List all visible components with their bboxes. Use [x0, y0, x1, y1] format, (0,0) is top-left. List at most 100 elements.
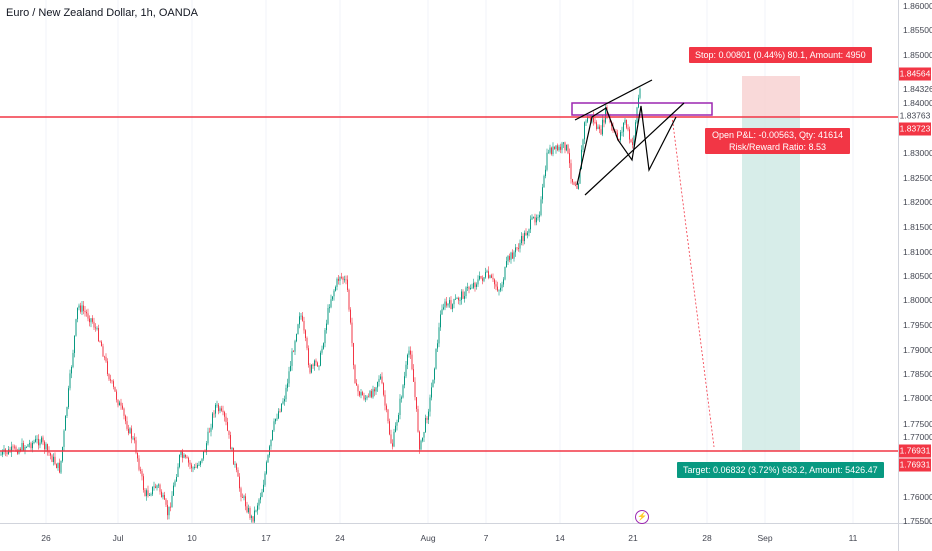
- candle-body: [632, 142, 633, 145]
- candle-body: [137, 452, 138, 459]
- price-chart[interactable]: [0, 0, 898, 523]
- candle-body: [306, 338, 308, 349]
- candle-body: [380, 376, 381, 379]
- candle-body: [564, 142, 566, 151]
- candle-body: [626, 119, 627, 128]
- candle-body: [44, 441, 45, 450]
- candle-body: [339, 276, 341, 281]
- candle-body: [161, 491, 162, 498]
- candle-body: [504, 267, 506, 280]
- candle-body: [225, 416, 227, 422]
- price-tick: 1.78500: [903, 369, 932, 379]
- price-tick: 1.77500: [903, 419, 932, 429]
- candle-body: [179, 455, 180, 467]
- price-tick: 1.80000: [903, 295, 932, 305]
- candle-body: [443, 307, 444, 310]
- candle-body: [180, 451, 182, 455]
- candle-body: [176, 477, 177, 482]
- candle-body: [542, 187, 543, 200]
- time-axis[interactable]: [0, 523, 898, 551]
- candle-body: [258, 499, 260, 506]
- pnl-info-box[interactable]: Open P&L: -0.00563, Qty: 41614 Risk/Rewa…: [705, 128, 851, 154]
- candle-body: [527, 232, 528, 236]
- candle-body: [557, 145, 558, 151]
- time-tick: 26: [41, 533, 51, 543]
- price-tick: 1.81000: [903, 247, 932, 257]
- candle-body: [621, 131, 623, 133]
- candle-body: [318, 365, 320, 367]
- candle-body: [30, 443, 32, 449]
- candle-body: [12, 446, 14, 448]
- candle-body: [177, 466, 179, 477]
- time-tick: Jul: [112, 533, 124, 543]
- target-price-label: 1.76931: [899, 458, 931, 472]
- candle-body: [113, 381, 114, 387]
- candle-body: [216, 404, 218, 406]
- price-axis[interactable]: [898, 0, 932, 523]
- candle-body: [189, 462, 191, 465]
- candle-body: [153, 486, 155, 488]
- candle-body: [408, 350, 410, 355]
- candle-body: [383, 383, 384, 395]
- candle-body: [467, 287, 468, 288]
- candle-body: [416, 397, 417, 409]
- candle-body: [404, 376, 405, 386]
- candle-body: [126, 421, 128, 429]
- candle-body: [321, 348, 323, 353]
- candle-body: [488, 271, 489, 278]
- candle-body: [200, 461, 201, 465]
- candle-body: [206, 443, 207, 453]
- candle-body: [374, 389, 375, 392]
- candle-body: [599, 126, 600, 130]
- candle-body: [264, 473, 266, 485]
- candle-body: [573, 182, 575, 185]
- candle-body: [147, 490, 149, 496]
- candle-body: [468, 287, 470, 290]
- candle-body: [635, 122, 636, 137]
- candle-body: [441, 309, 443, 315]
- candle-body: [353, 343, 354, 366]
- candle-body: [398, 415, 399, 423]
- candle-body: [497, 286, 498, 291]
- price-tick: 1.76000: [903, 492, 932, 502]
- candle-body: [387, 409, 389, 422]
- candle-body: [576, 185, 578, 189]
- candle-body: [243, 496, 245, 498]
- candle-body: [195, 467, 197, 468]
- candle-body: [213, 413, 215, 415]
- candle-body: [303, 321, 305, 331]
- target-info-box[interactable]: Target: 0.06832 (3.72%) 683.2, Amount: 5…: [677, 462, 884, 478]
- lightning-bolt-icon[interactable]: ⚡: [635, 510, 649, 524]
- candle-body: [419, 431, 420, 450]
- candle-body: [155, 486, 156, 488]
- candle-body: [254, 510, 255, 522]
- candle-body: [344, 279, 345, 281]
- candle-body: [38, 438, 39, 446]
- candle-body: [578, 183, 579, 189]
- candle-body: [326, 323, 327, 331]
- candle-body: [239, 476, 240, 489]
- stop-info-box[interactable]: Stop: 0.00801 (0.44%) 80.1, Amount: 4950: [689, 47, 872, 63]
- candle-body: [299, 316, 300, 325]
- candle-body: [389, 421, 390, 435]
- candle-body: [39, 442, 41, 446]
- candle-body: [320, 352, 321, 366]
- candle-body: [602, 119, 603, 135]
- price-tick: 1.78000: [903, 393, 932, 403]
- time-tick: Sep: [757, 533, 773, 543]
- candle-body: [27, 444, 29, 447]
- candle-body: [227, 422, 228, 431]
- candle-body: [173, 485, 174, 496]
- candle-body: [534, 217, 536, 223]
- candle-body: [192, 467, 194, 469]
- time-tick: 14: [555, 533, 565, 543]
- candle-body: [146, 490, 147, 497]
- candle-body: [68, 388, 69, 408]
- candle-body: [560, 146, 561, 150]
- candle-body: [308, 348, 309, 365]
- candle-body: [356, 383, 357, 386]
- candle-body: [513, 252, 515, 259]
- candle-body: [593, 114, 594, 123]
- candle-body: [89, 318, 90, 323]
- candle-body: [558, 146, 560, 151]
